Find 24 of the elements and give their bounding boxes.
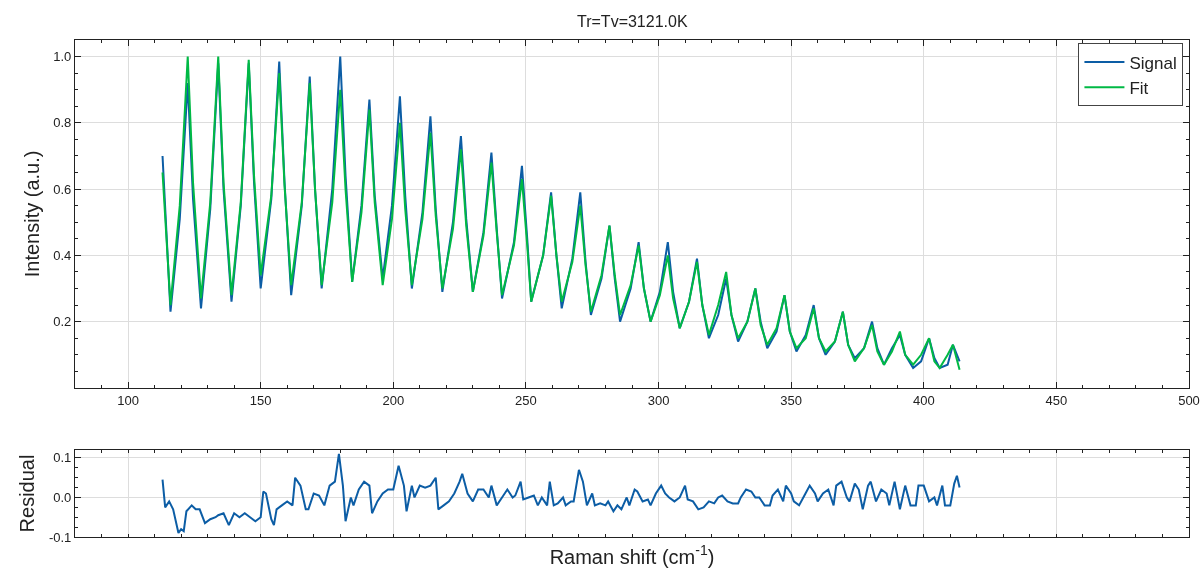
y-tick-label: 0.0 xyxy=(53,490,72,506)
x-tick-label: 350 xyxy=(780,392,802,408)
legend-label: Fit xyxy=(1129,78,1149,98)
x-tick-label: 100 xyxy=(117,392,139,408)
y-tick-label: 0.6 xyxy=(53,181,72,197)
y-tick-label: 0.4 xyxy=(53,247,72,263)
y-axis-title: Intensity (a.u.) xyxy=(20,150,43,278)
line-series xyxy=(161,452,961,535)
y-tick-label: 0.1 xyxy=(53,450,72,466)
y-tick-label: 0.2 xyxy=(53,314,72,330)
y-axis-title: Residual xyxy=(16,454,39,533)
x-tick-label: 450 xyxy=(1045,392,1068,408)
y-tick-label: -0.1 xyxy=(48,529,72,545)
x-tick-label: 250 xyxy=(515,392,537,408)
legend-label: Signal xyxy=(1129,53,1177,73)
x-tick-label: 300 xyxy=(647,392,670,408)
x-tick-label: 400 xyxy=(912,392,935,408)
x-axis-title: Raman shift (cm$^{-1}$) xyxy=(549,542,715,568)
x-tick-label: 200 xyxy=(382,392,405,408)
chart-title: Tr=Tv=3121.0K xyxy=(577,13,688,30)
x-tick-label: 150 xyxy=(249,392,272,408)
y-tick-label: 1.0 xyxy=(53,49,72,65)
x-tick-label: 500 xyxy=(1178,392,1200,408)
y-tick-label: 0.8 xyxy=(53,115,72,131)
